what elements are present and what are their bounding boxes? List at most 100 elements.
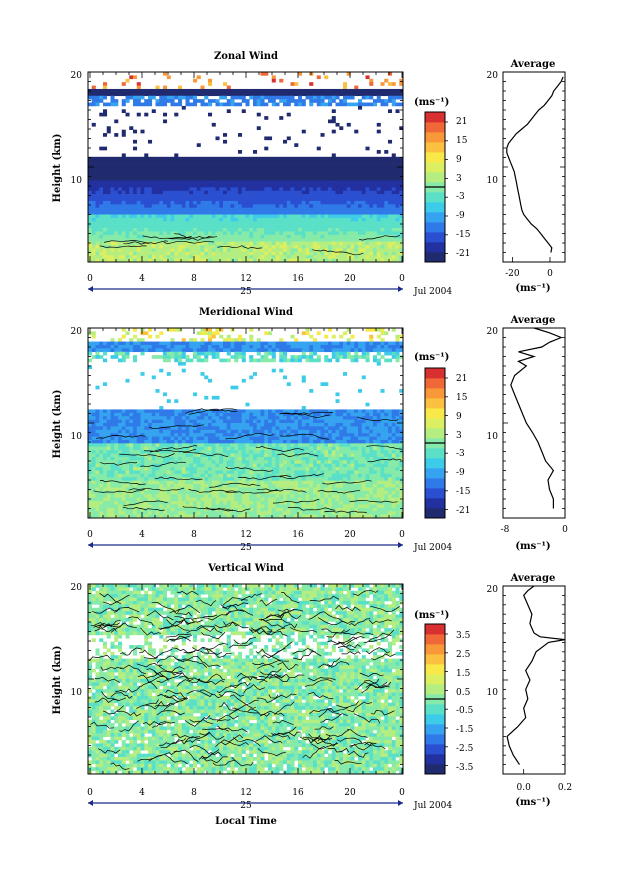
- heatmap-cell: [114, 446, 119, 451]
- heatmap-cell: [196, 358, 201, 363]
- heatmap-cell: [103, 109, 108, 114]
- heatmap-cell: [271, 173, 276, 178]
- heatmap-cell: [204, 355, 209, 359]
- heatmap-cell: [354, 194, 359, 198]
- colorbar-label: 9: [456, 155, 462, 165]
- heatmap-cell: [144, 177, 149, 181]
- heatmap-cell: [185, 197, 190, 202]
- heatmap-cell: [331, 207, 336, 212]
- heatmap-cell: [193, 170, 198, 175]
- heatmap-cell: [174, 92, 179, 97]
- heatmap-cell: [343, 426, 348, 431]
- heatmap-cell: [294, 416, 299, 420]
- heatmap-cell: [234, 245, 239, 249]
- heatmap-cell: [144, 416, 149, 420]
- heatmap-cell: [260, 190, 265, 195]
- heatmap-cell: [328, 241, 333, 246]
- heatmap-cell: [391, 173, 396, 178]
- heatmap-cell: [346, 436, 351, 441]
- heatmap-cell: [125, 221, 130, 225]
- heatmap-cell: [361, 375, 366, 380]
- heatmap-cell: [106, 190, 111, 195]
- heatmap-cell: [260, 439, 265, 444]
- heatmap-cell: [301, 170, 306, 175]
- heatmap-cell: [395, 423, 400, 427]
- heatmap-cell: [151, 207, 156, 212]
- heatmap-cell: [114, 351, 119, 356]
- heatmap-cell: [391, 102, 396, 107]
- heatmap-cell: [331, 443, 336, 448]
- heatmap-cell: [253, 200, 258, 205]
- heatmap-cell: [305, 358, 310, 363]
- heatmap-cell: [91, 217, 96, 222]
- heatmap-cell: [283, 95, 288, 100]
- heatmap-cell: [215, 395, 220, 400]
- heatmap-cell: [290, 82, 295, 86]
- heatmap-cell: [384, 150, 389, 154]
- heatmap-cell: [346, 439, 351, 444]
- heatmap-cell: [283, 255, 288, 259]
- heatmap-cell: [238, 426, 243, 431]
- heatmap-cell: [170, 95, 175, 100]
- heatmap-cell: [114, 255, 119, 259]
- heatmap-cell: [223, 173, 228, 178]
- heatmap-cell: [376, 238, 381, 242]
- heatmap-cell: [103, 163, 108, 168]
- heatmap-cell: [290, 443, 295, 448]
- heatmap-cell: [328, 344, 333, 349]
- heatmap-cell: [181, 433, 186, 437]
- heatmap-cell: [148, 426, 153, 431]
- heatmap-cell: [324, 194, 329, 198]
- heatmap-cell: [155, 194, 160, 198]
- heatmap-cell: [376, 150, 381, 154]
- heatmap-cell: [148, 170, 153, 175]
- heatmap-cell: [106, 453, 111, 458]
- heatmap-cell: [121, 358, 126, 363]
- heatmap-cell: [193, 156, 198, 161]
- heatmap-cell: [110, 412, 115, 417]
- heatmap-cell: [253, 234, 258, 239]
- heatmap-cell: [301, 453, 306, 458]
- heatmap-cell: [208, 255, 213, 259]
- heatmap-cell: [133, 423, 138, 427]
- heatmap-cell: [249, 190, 254, 195]
- heatmap-cell: [133, 214, 138, 219]
- heatmap-cell: [395, 160, 400, 164]
- heatmap-cell: [260, 224, 265, 229]
- heatmap-cell: [298, 248, 303, 253]
- heatmap-cell: [313, 416, 318, 420]
- heatmap-cell: [114, 102, 119, 107]
- heatmap-cell: [286, 211, 291, 215]
- heatmap-cell: [335, 194, 340, 198]
- heatmap-cell: [249, 180, 254, 185]
- heatmap-cell: [140, 238, 145, 242]
- heatmap-cell: [118, 258, 123, 263]
- heatmap-cell: [136, 197, 141, 202]
- heatmap-cell: [275, 92, 280, 97]
- heatmap-cell: [241, 224, 246, 229]
- heatmap-cell: [178, 217, 183, 222]
- avg-x-tick-label: 0: [547, 269, 553, 279]
- heatmap-cell: [170, 167, 175, 171]
- heatmap-cell: [264, 156, 269, 161]
- heatmap-cell: [298, 450, 303, 454]
- colorbar-label: -9: [456, 211, 465, 221]
- heatmap-cell: [365, 187, 370, 192]
- heatmap-cell: [346, 355, 351, 359]
- heatmap-cell: [211, 245, 216, 249]
- heatmap-cell: [343, 255, 348, 259]
- heatmap-cell: [380, 436, 385, 441]
- heatmap-cell: [275, 197, 280, 202]
- heatmap-cell: [369, 416, 374, 420]
- heatmap-cell: [271, 344, 276, 349]
- heatmap-cell: [99, 419, 104, 424]
- heatmap-cell: [170, 429, 175, 434]
- colorbar-unit: (ms⁻¹): [414, 97, 449, 108]
- heatmap-cell: [264, 88, 269, 93]
- heatmap-cell: [215, 187, 220, 192]
- heatmap-cell: [328, 92, 333, 97]
- heatmap-cell: [271, 355, 276, 359]
- heatmap-cell: [253, 95, 258, 100]
- heatmap-cell: [106, 231, 111, 236]
- heatmap-cell: [174, 251, 179, 256]
